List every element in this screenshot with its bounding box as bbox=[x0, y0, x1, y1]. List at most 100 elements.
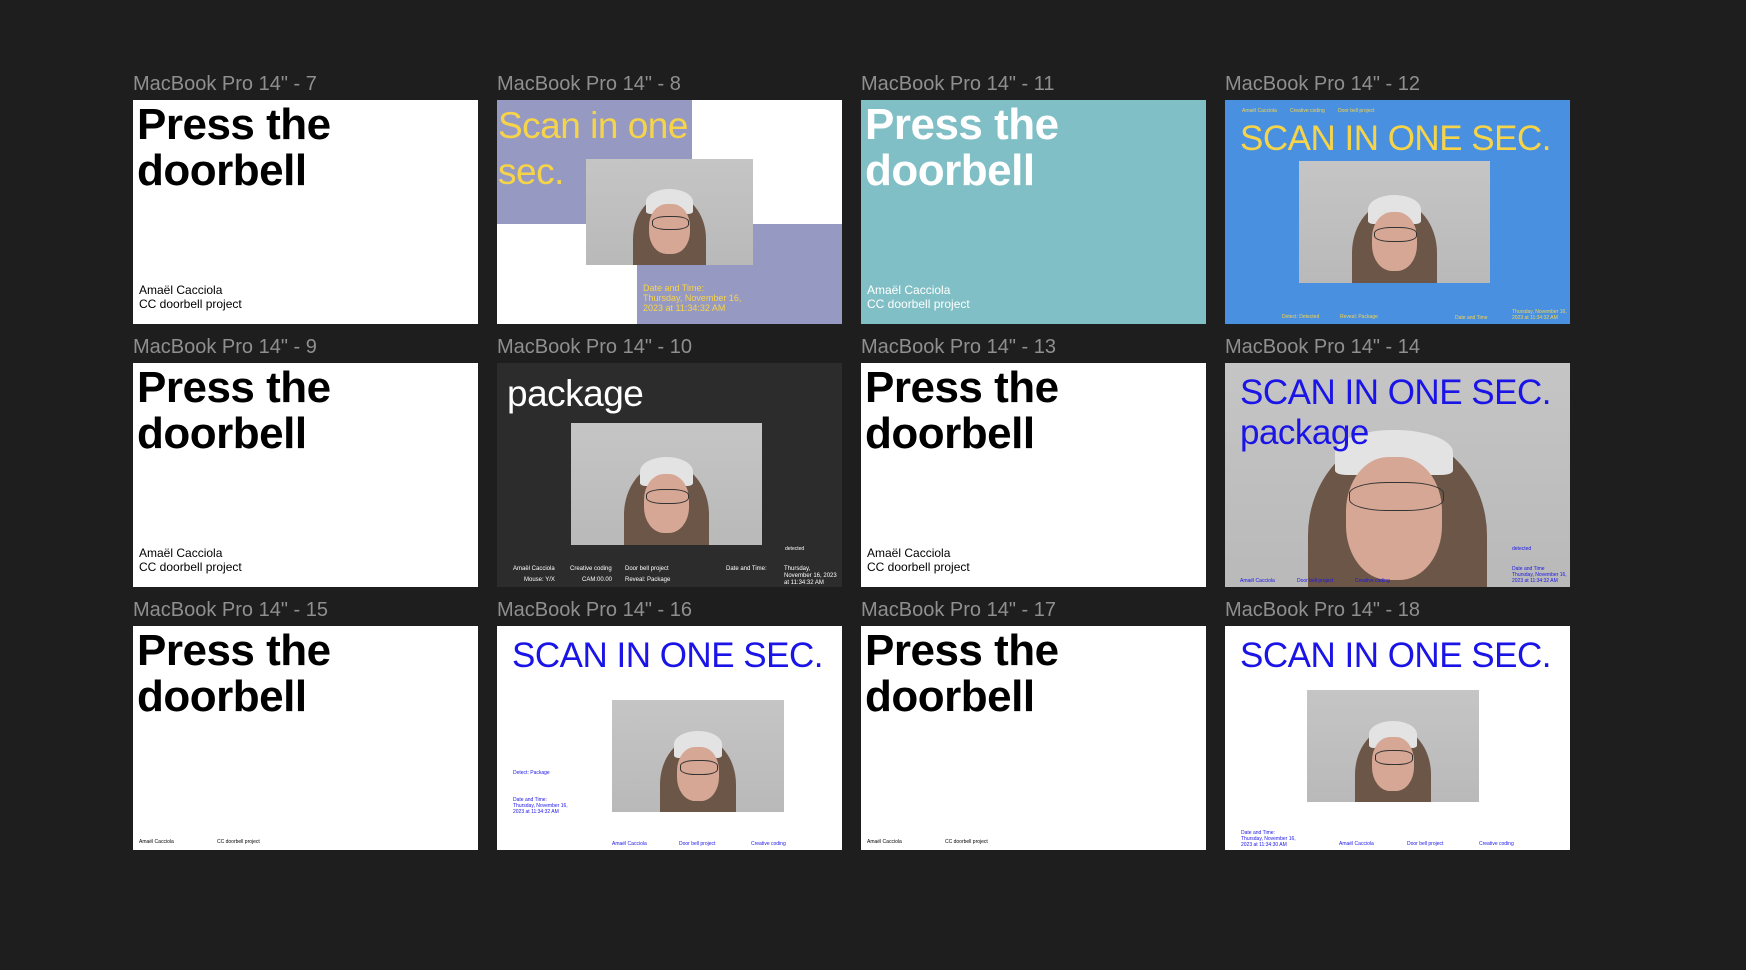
credit-name: Amaël Cacciola bbox=[867, 283, 951, 297]
frame-label[interactable]: MacBook Pro 14" - 12 bbox=[1225, 73, 1420, 95]
footer-info: Door bell project bbox=[1407, 841, 1444, 847]
datetime-value: Thursday, November 16, bbox=[1241, 836, 1296, 842]
headline: Press the bbox=[865, 100, 1059, 149]
top-credit: Creative coding bbox=[1290, 108, 1325, 114]
credit-name: Amaël Cacciola bbox=[139, 546, 223, 560]
frame-press-doorbell[interactable]: Press the doorbell Amaël Cacciola CC doo… bbox=[133, 363, 478, 587]
datetime-label: Date and Time: bbox=[643, 283, 705, 293]
top-credit: Amaël Cacciola bbox=[1242, 108, 1277, 114]
headline: Press the bbox=[865, 363, 1059, 412]
frame-label[interactable]: MacBook Pro 14" - 16 bbox=[497, 599, 692, 621]
webcam-photo bbox=[1307, 690, 1479, 802]
frame-press-doorbell-teal[interactable]: Press the doorbell Amaël Cacciola CC doo… bbox=[861, 100, 1206, 324]
frame-scan-white[interactable]: SCAN IN ONE SEC. Date and Time: Thursday… bbox=[1225, 626, 1570, 850]
footer-info: Door bell project bbox=[1297, 578, 1334, 584]
datetime-value: 2023 at 11:34:32 AM bbox=[643, 303, 726, 313]
frame-scan-white[interactable]: SCAN IN ONE SEC. Detect: Package Date an… bbox=[497, 626, 842, 850]
frame-scan-blue[interactable]: Amaël Cacciola Creative coding Door bell… bbox=[1225, 100, 1570, 324]
credit-project: CC doorbell project bbox=[217, 839, 260, 845]
footer-info: Creative coding bbox=[1479, 841, 1514, 847]
webcam-photo bbox=[1225, 363, 1570, 587]
footer-info: Amaël Cacciola bbox=[1240, 578, 1275, 584]
credit-name: Amaël Cacciola bbox=[139, 283, 223, 297]
headline: doorbell bbox=[865, 409, 1035, 458]
credit-project: CC doorbell project bbox=[139, 297, 242, 311]
webcam-photo bbox=[1299, 161, 1490, 283]
credit-project: CC doorbell project bbox=[867, 560, 970, 574]
datetime-value: 2023 at 11:34:30 AM bbox=[1241, 842, 1287, 848]
bottom-info: Date and Time bbox=[1455, 315, 1488, 321]
detect-label: Detect: Package bbox=[513, 770, 550, 776]
footer-info: Creative coding bbox=[1355, 578, 1390, 584]
credit-name: Amaël Cacciola bbox=[139, 839, 174, 845]
webcam-photo bbox=[586, 159, 753, 265]
frame-scan-lavender[interactable]: Scan in one sec. Date and Time: Thursday… bbox=[497, 100, 842, 324]
frame-package-dark[interactable]: package detected Amaël Cacciola Creative… bbox=[497, 363, 842, 587]
footer-info: Amaël Cacciola bbox=[612, 841, 647, 847]
frame-label[interactable]: MacBook Pro 14" - 17 bbox=[861, 599, 1056, 621]
datetime-value: 2023 at 11:34:32 AM bbox=[513, 809, 559, 815]
footer-info: Mouse: Y/X bbox=[524, 577, 555, 583]
frame-press-doorbell[interactable]: Press the doorbell Amaël Cacciola CC doo… bbox=[133, 100, 478, 324]
headline: Press the bbox=[865, 626, 1059, 675]
top-credit: Door bell project bbox=[1338, 108, 1375, 114]
credit-project: CC doorbell project bbox=[139, 560, 242, 574]
footer-info: Creative coding bbox=[751, 841, 786, 847]
credit-project: CC doorbell project bbox=[945, 839, 988, 845]
frame-press-doorbell[interactable]: Press the doorbell Amaël Cacciola CC doo… bbox=[861, 363, 1206, 587]
footer-info: Thursday, November 16, bbox=[1512, 572, 1567, 578]
footer-info: Reveal: Package bbox=[625, 577, 671, 583]
headline: Scan in one bbox=[498, 105, 688, 146]
credit-name: Amaël Cacciola bbox=[867, 546, 951, 560]
datetime-label: Date and Time: bbox=[1241, 830, 1275, 836]
headline: doorbell bbox=[865, 672, 1035, 721]
credit-name: Amaël Cacciola bbox=[867, 839, 902, 845]
headline: doorbell bbox=[137, 672, 307, 721]
frame-label[interactable]: MacBook Pro 14" - 14 bbox=[1225, 336, 1420, 358]
frame-label[interactable]: MacBook Pro 14" - 18 bbox=[1225, 599, 1420, 621]
frame-label[interactable]: MacBook Pro 14" - 11 bbox=[861, 73, 1055, 95]
headline: SCAN IN ONE SEC. bbox=[1240, 636, 1551, 675]
frame-press-doorbell[interactable]: Press the doorbell Amaël Cacciola CC doo… bbox=[133, 626, 478, 850]
headline: SCAN IN ONE SEC. bbox=[1240, 119, 1551, 158]
headline: doorbell bbox=[137, 409, 307, 458]
headline: Press the bbox=[137, 626, 331, 675]
credit-project: CC doorbell project bbox=[867, 297, 970, 311]
status-detected: detected bbox=[785, 546, 805, 552]
bottom-info: Reveal: Package bbox=[1340, 314, 1378, 320]
footer-info: Door bell project bbox=[679, 841, 716, 847]
headline: doorbell bbox=[137, 146, 307, 195]
footer-info: Date and Time bbox=[1512, 566, 1545, 572]
frame-label[interactable]: MacBook Pro 14" - 7 bbox=[133, 73, 317, 95]
bottom-info: 2023 at 11:34:32 AM bbox=[1512, 315, 1558, 321]
footer-info: Door bell project bbox=[625, 566, 669, 572]
frame-label[interactable]: MacBook Pro 14" - 8 bbox=[497, 73, 681, 95]
frame-label[interactable]: MacBook Pro 14" - 13 bbox=[861, 336, 1056, 358]
footer-info: Thursday, bbox=[784, 566, 811, 572]
webcam-photo bbox=[571, 423, 762, 545]
footer-info: Creative coding bbox=[570, 566, 612, 572]
datetime-label: Date and Time: bbox=[513, 797, 547, 803]
frame-label[interactable]: MacBook Pro 14" - 9 bbox=[133, 336, 317, 358]
frame-scan-fullphoto[interactable]: SCAN IN ONE SEC. package detected Date a… bbox=[1225, 363, 1570, 587]
footer-info: 2023 at 11:34:32 AM bbox=[1512, 578, 1558, 584]
headline: package bbox=[507, 373, 644, 414]
headline: Press the bbox=[137, 363, 331, 412]
datetime-value: Thursday, November 16, bbox=[513, 803, 568, 809]
bottom-info: Detect: Detected bbox=[1282, 314, 1320, 320]
footer-info: CAM:00.00 bbox=[582, 577, 613, 583]
datetime-value: Thursday, November 16, bbox=[643, 293, 742, 303]
footer-info: at 11:34:32 AM bbox=[784, 580, 824, 586]
headline: sec. bbox=[498, 151, 564, 192]
headline: SCAN IN ONE SEC. bbox=[1240, 373, 1551, 412]
headline: SCAN IN ONE SEC. bbox=[512, 636, 823, 675]
footer-info: November 16, 2023 bbox=[784, 573, 837, 579]
status-detected: detected bbox=[1512, 546, 1532, 552]
webcam-photo bbox=[612, 700, 784, 812]
bottom-info: Thursday, November 16, bbox=[1512, 309, 1567, 315]
frame-press-doorbell[interactable]: Press the doorbell Amaël Cacciola CC doo… bbox=[861, 626, 1206, 850]
footer-info: Amaël Cacciola bbox=[513, 566, 555, 572]
frame-label[interactable]: MacBook Pro 14" - 15 bbox=[133, 599, 328, 621]
frame-label[interactable]: MacBook Pro 14" - 10 bbox=[497, 336, 692, 358]
headline: package bbox=[1240, 413, 1369, 452]
